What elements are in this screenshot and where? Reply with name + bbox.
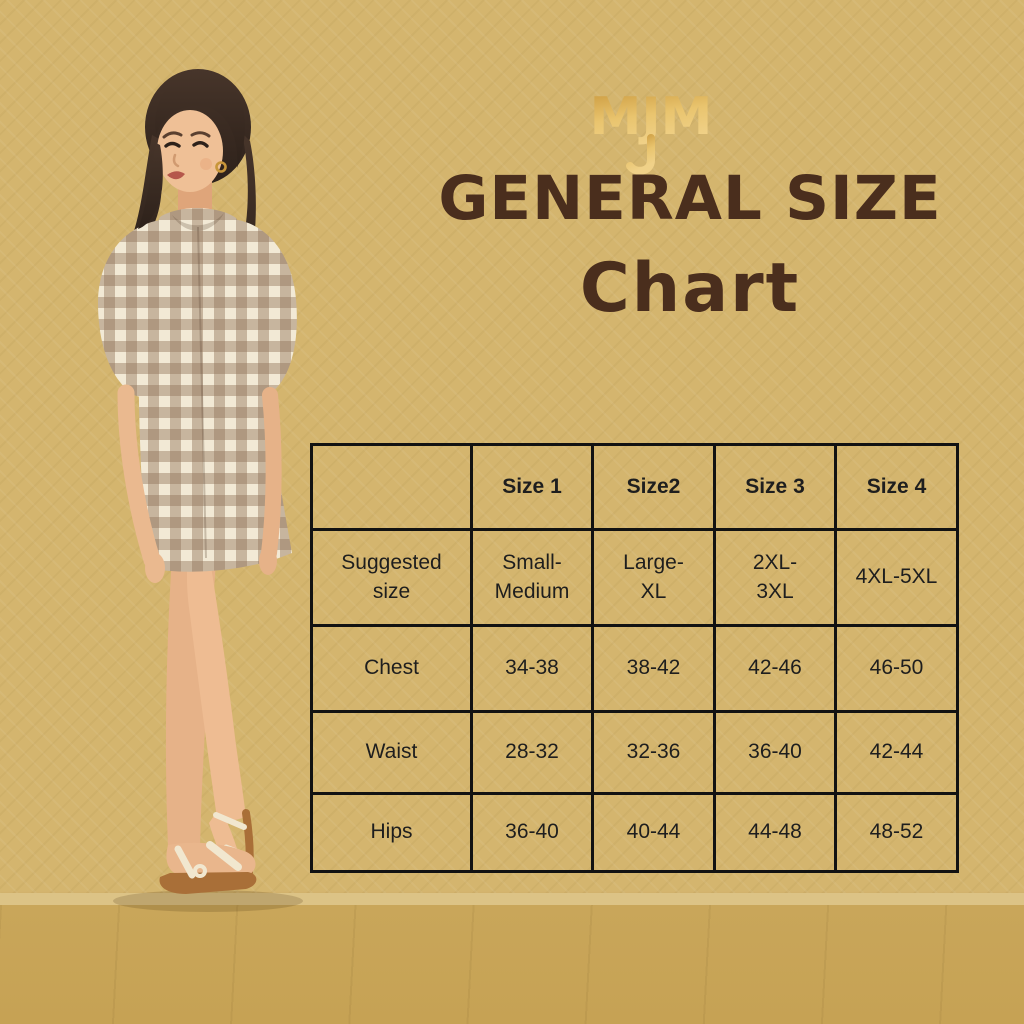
model-shadow xyxy=(113,890,303,912)
model-hair-front xyxy=(138,71,246,229)
cell-value: 40-44 xyxy=(591,792,716,873)
brand-logo: MJM xyxy=(590,87,712,175)
header-cell-size4: Size 4 xyxy=(834,443,959,531)
earring xyxy=(215,161,227,173)
table-row-chest: Chest 34-38 38-42 42-46 46-50 xyxy=(310,624,959,713)
cell-value: 34-38 xyxy=(470,624,594,713)
model-legs xyxy=(159,555,257,894)
cell-value: 2XL- 3XL xyxy=(713,528,837,627)
page-title: GENERAL SIZE Chart xyxy=(380,168,1000,323)
cell-value: 46-50 xyxy=(834,624,959,713)
cell-value: 28-32 xyxy=(470,710,594,795)
model-arms xyxy=(117,384,282,583)
cell-value: 38-42 xyxy=(591,624,716,713)
size-chart-table: Size 1 Size2 Size 3 Size 4 Suggested siz… xyxy=(310,443,959,873)
model-photo xyxy=(98,69,303,912)
cell-value: 32-36 xyxy=(591,710,716,795)
row-label: Hips xyxy=(310,792,473,873)
baseboard xyxy=(0,893,1024,905)
cell-value: 4XL-5XL xyxy=(834,528,959,627)
header-cell-size1: Size 1 xyxy=(470,443,594,531)
cell-value: 36-40 xyxy=(470,792,594,873)
logo-hook-flourish xyxy=(626,134,655,175)
row-label: Chest xyxy=(310,624,473,713)
cell-value: 36-40 xyxy=(713,710,837,795)
header-cell-blank xyxy=(310,443,473,531)
header-cell-size2: Size2 xyxy=(591,443,716,531)
wood-floor xyxy=(0,905,1024,1024)
title-line-1: GENERAL SIZE xyxy=(438,163,942,234)
cell-value: 44-48 xyxy=(713,792,837,873)
row-label: Waist xyxy=(310,710,473,795)
table-row-suggested-size: Suggested size Small- Medium Large- XL 2… xyxy=(310,528,959,627)
cell-value: 42-46 xyxy=(713,624,837,713)
cell-value: 48-52 xyxy=(834,792,959,873)
row-label: Suggested size xyxy=(310,528,473,627)
model-face xyxy=(157,110,227,192)
table-row-waist: Waist 28-32 32-36 36-40 42-44 xyxy=(310,710,959,795)
cell-value: 42-44 xyxy=(834,710,959,795)
table-row-hips: Hips 36-40 40-44 44-48 48-52 xyxy=(310,792,959,873)
model-dress xyxy=(98,208,297,572)
table-header-row: Size 1 Size2 Size 3 Size 4 xyxy=(310,443,959,531)
header-cell-size3: Size 3 xyxy=(713,443,837,531)
cell-value: Large- XL xyxy=(591,528,716,627)
cell-value: Small- Medium xyxy=(470,528,594,627)
title-line-2: Chart xyxy=(579,249,801,328)
